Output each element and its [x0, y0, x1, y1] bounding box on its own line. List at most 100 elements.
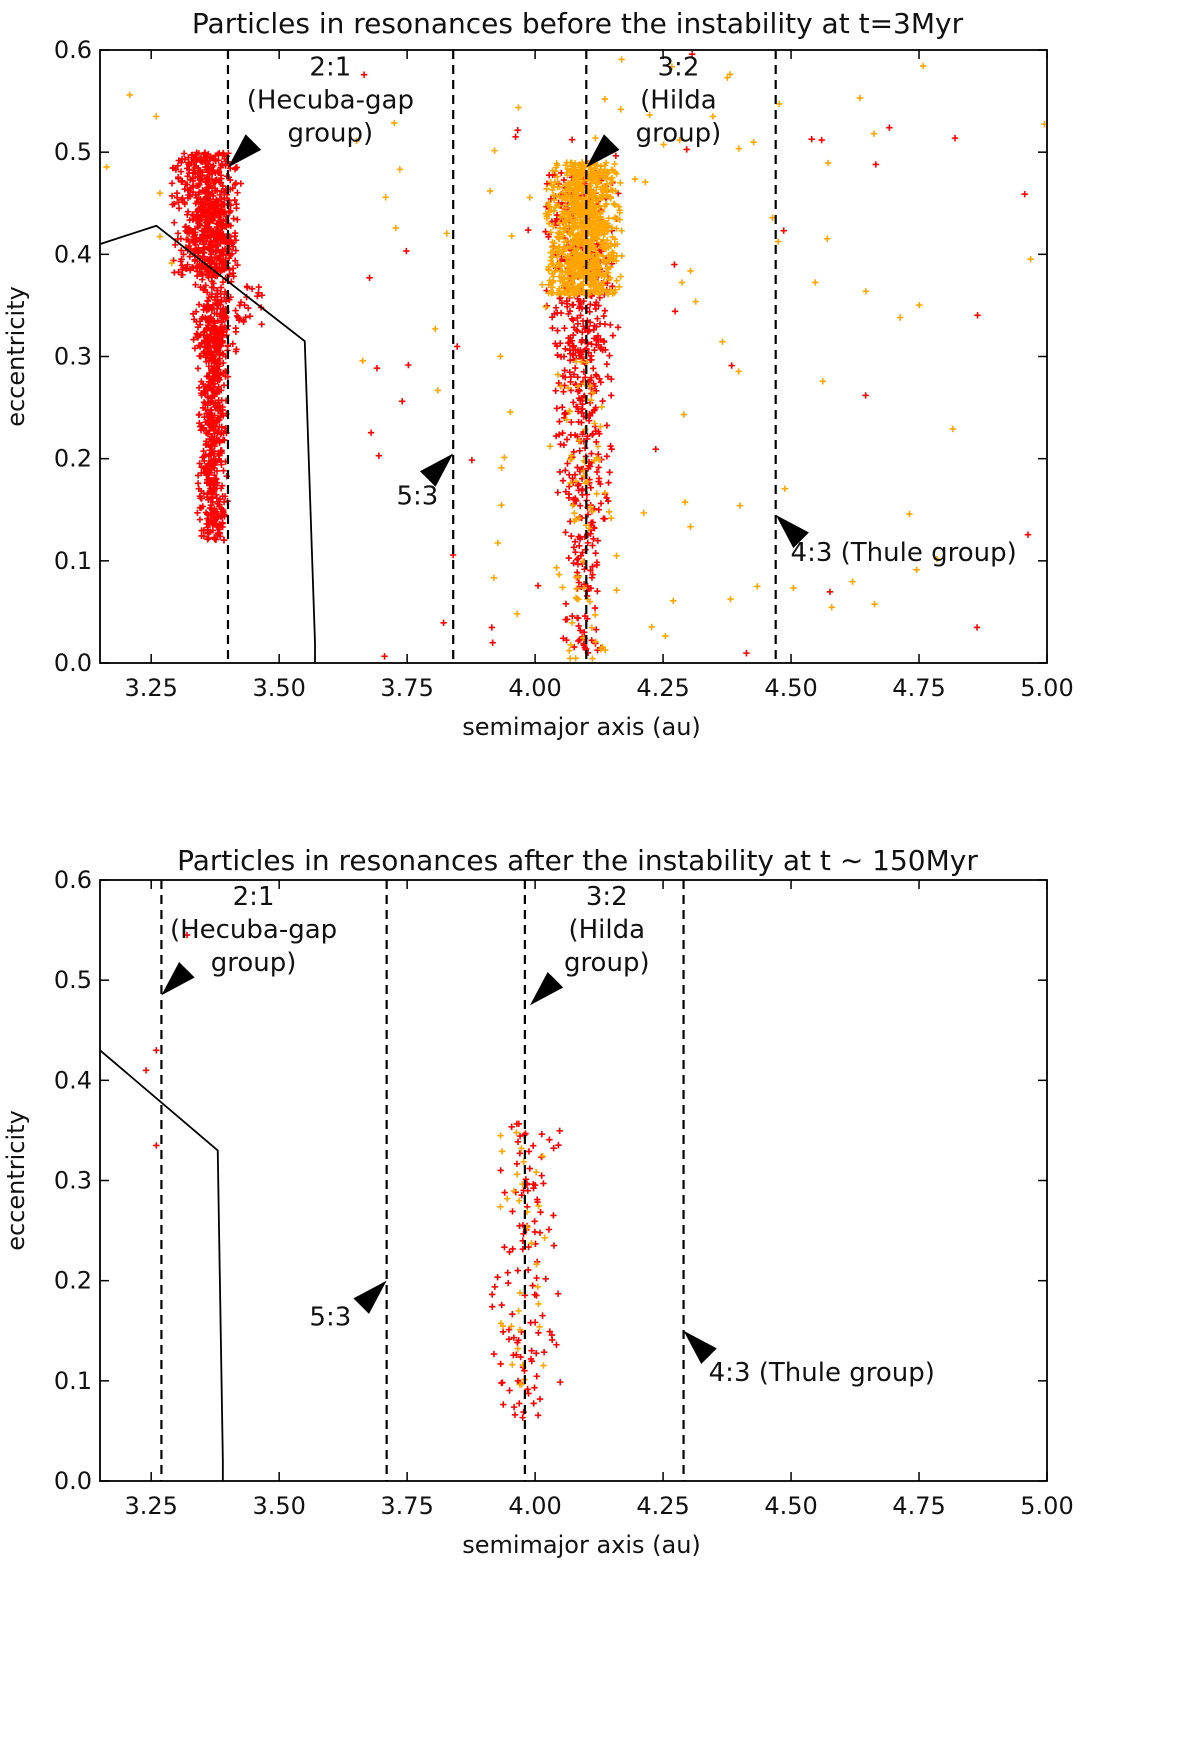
orange-point — [828, 604, 835, 611]
red-point — [505, 1336, 513, 1343]
red-point — [602, 346, 609, 354]
orange-point — [726, 71, 734, 78]
red-point — [204, 157, 211, 165]
orange-point — [498, 501, 505, 509]
red-point — [194, 480, 202, 487]
red-point — [215, 157, 222, 164]
red-point — [198, 339, 206, 346]
x-axis-label: semimajor axis (au) — [462, 713, 701, 741]
red-point — [360, 71, 368, 78]
red-point — [1024, 531, 1032, 538]
red-point — [556, 468, 564, 476]
orange-point — [589, 280, 597, 287]
red-point — [592, 371, 600, 378]
red-point — [593, 561, 601, 569]
y-tick-label: 0.4 — [54, 240, 92, 268]
red-point — [219, 324, 227, 331]
y-axis-label: eccentricity — [2, 1110, 30, 1251]
red-point — [514, 1267, 522, 1274]
red-point — [818, 136, 825, 144]
red-point — [187, 267, 194, 274]
plot-group: Particles in resonances before the insta… — [2, 7, 1074, 741]
orange-point — [507, 408, 514, 416]
red-point — [168, 180, 176, 187]
red-point — [593, 323, 600, 331]
y-tick-label: 0.6 — [54, 866, 92, 894]
resonance-label-res32: 3:2 — [658, 53, 700, 83]
red-point — [595, 302, 602, 309]
orange-point — [608, 166, 615, 173]
red-point — [221, 437, 228, 444]
x-tick-label: 4.00 — [508, 1492, 561, 1520]
resonance-label-res32: (Hilda — [640, 86, 717, 116]
red-point — [206, 247, 213, 254]
orange-point — [602, 220, 609, 227]
orange-point — [601, 489, 609, 497]
orange-point — [549, 243, 556, 251]
red-point — [232, 307, 239, 314]
orange-point — [560, 248, 567, 255]
orange-point — [603, 201, 610, 208]
red-point — [217, 228, 224, 236]
red-point — [199, 503, 207, 510]
orange-point — [594, 443, 602, 450]
orange-point — [593, 184, 600, 191]
orange-point — [781, 485, 789, 492]
x-tick-label: 4.50 — [764, 1492, 817, 1520]
red-point — [375, 452, 383, 459]
red-point — [548, 313, 556, 321]
red-point — [206, 409, 213, 416]
red-point — [551, 218, 559, 225]
red-point — [595, 464, 602, 471]
orange-point — [580, 584, 588, 592]
orange-point — [577, 212, 584, 220]
orange-point — [660, 141, 667, 148]
orange-point — [532, 1169, 540, 1176]
red-point — [190, 182, 197, 189]
red-point — [581, 629, 588, 636]
red-point — [217, 240, 224, 247]
red-point — [588, 356, 595, 364]
red-point — [208, 293, 215, 300]
red-point — [213, 373, 220, 380]
orange-point — [588, 624, 596, 631]
x-tick-label: 4.50 — [764, 674, 817, 702]
red-point — [191, 345, 199, 352]
red-point — [498, 1301, 505, 1309]
red-point — [194, 509, 201, 516]
red-point — [153, 1047, 160, 1054]
red-point — [206, 482, 213, 489]
red-point — [566, 307, 574, 315]
red-point — [581, 566, 588, 573]
orange-point — [592, 611, 599, 619]
orange-point — [573, 209, 580, 216]
red-point — [499, 1328, 507, 1336]
red-point — [216, 191, 224, 199]
red-point — [181, 200, 189, 208]
orange-point — [949, 425, 957, 433]
orange-point — [574, 382, 582, 390]
red-point — [589, 409, 596, 416]
resonance-label-res32: group) — [564, 948, 650, 978]
red-point — [180, 150, 188, 157]
red-point — [192, 246, 199, 254]
red-point — [514, 1138, 522, 1146]
red-point — [208, 284, 216, 291]
red-point — [569, 301, 576, 309]
orange-point — [546, 443, 554, 450]
orange-point — [594, 173, 602, 181]
red-point — [525, 1243, 532, 1251]
red-point — [214, 388, 221, 395]
red-point — [210, 167, 217, 174]
orange-point — [870, 130, 878, 137]
red-point — [185, 242, 193, 250]
resonance-arrow-arrow21 — [227, 134, 262, 168]
red-point — [218, 249, 225, 256]
orange-point — [599, 252, 607, 260]
orange-point — [819, 378, 826, 385]
orange-point — [551, 268, 558, 275]
red-point — [514, 1377, 522, 1385]
red-point — [516, 1400, 523, 1407]
orange-point — [564, 244, 571, 252]
red-point — [566, 357, 574, 364]
